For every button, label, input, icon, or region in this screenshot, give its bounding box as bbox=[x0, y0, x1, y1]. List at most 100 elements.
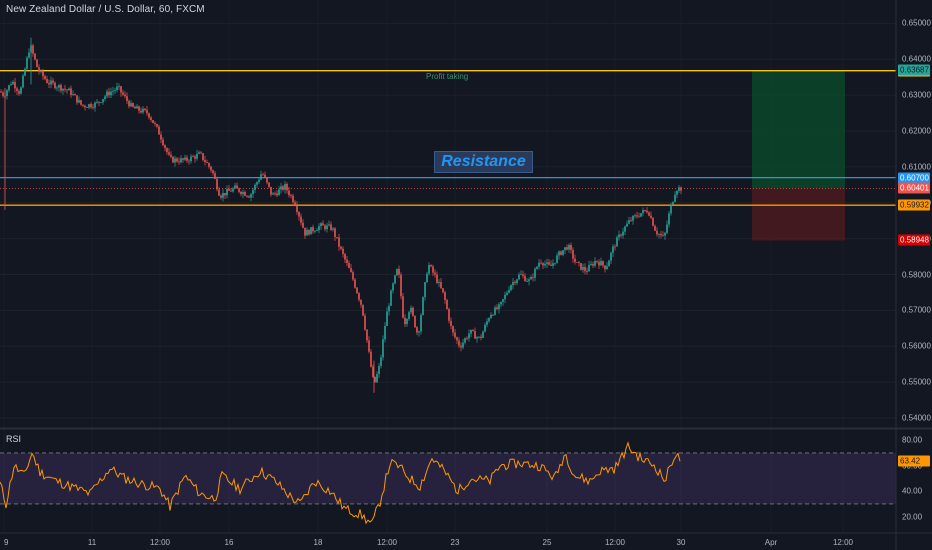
time-tick-label: 12:00 bbox=[149, 538, 171, 547]
candle-body bbox=[186, 157, 188, 161]
candle-body bbox=[366, 329, 368, 341]
candle-body bbox=[582, 267, 584, 270]
candle-body bbox=[32, 45, 34, 54]
candle-body bbox=[334, 228, 336, 238]
candle-body bbox=[264, 174, 266, 178]
candle-body bbox=[220, 195, 222, 198]
candle-body bbox=[62, 88, 64, 91]
candle-body bbox=[402, 296, 404, 318]
candle-body bbox=[368, 340, 370, 352]
candle-body bbox=[74, 94, 76, 96]
candle-body bbox=[404, 317, 406, 325]
candle-body bbox=[222, 193, 224, 198]
price-badge: 0.59932 bbox=[898, 199, 930, 211]
candle-body bbox=[416, 327, 418, 333]
candle-body bbox=[506, 292, 508, 295]
candle-body bbox=[596, 260, 598, 262]
candle-body bbox=[442, 288, 444, 293]
price-tick-label: 0.58000 bbox=[902, 270, 931, 279]
candle-body bbox=[332, 228, 334, 230]
candle-body bbox=[16, 88, 18, 92]
candle-body bbox=[594, 260, 596, 266]
candle-body bbox=[542, 263, 544, 266]
candle-body bbox=[204, 159, 206, 163]
candle-body bbox=[284, 183, 286, 190]
candle-body bbox=[550, 264, 552, 266]
candle-body bbox=[40, 70, 42, 72]
candle-body bbox=[174, 158, 176, 163]
rsi-tick-label: 40.00 bbox=[902, 486, 923, 496]
candle-body bbox=[244, 191, 246, 196]
time-tick-label: 12:00 bbox=[376, 538, 398, 547]
candle-body bbox=[286, 183, 288, 191]
candle-body bbox=[354, 279, 356, 288]
profit-zone bbox=[752, 70, 845, 189]
candle-body bbox=[670, 204, 672, 214]
price-tick-label: 0.57000 bbox=[902, 305, 931, 315]
time-tick-label: 11 bbox=[87, 538, 97, 547]
candle-body bbox=[248, 196, 250, 198]
candle-body bbox=[196, 153, 198, 159]
candle-body bbox=[466, 338, 468, 340]
candle-body bbox=[144, 108, 146, 110]
candle-body bbox=[180, 158, 182, 163]
candle-body bbox=[250, 194, 252, 198]
candle-body bbox=[392, 283, 394, 291]
candle-body bbox=[138, 106, 140, 111]
candle-body bbox=[112, 90, 114, 92]
candle-body bbox=[228, 189, 230, 191]
candle-body bbox=[574, 258, 576, 262]
candle-body bbox=[106, 91, 108, 97]
candle-body bbox=[422, 297, 424, 315]
candle-body bbox=[100, 102, 102, 104]
candle-body bbox=[168, 152, 170, 155]
candle-body bbox=[376, 374, 378, 383]
candle-body bbox=[482, 331, 484, 338]
candle-body bbox=[536, 266, 538, 269]
candle-body bbox=[608, 260, 610, 267]
candle-body bbox=[188, 160, 190, 162]
resistance-annotation[interactable]: Resistance bbox=[434, 151, 533, 173]
candle-body bbox=[140, 110, 142, 113]
candle-body bbox=[94, 102, 96, 108]
candle-body bbox=[350, 268, 352, 273]
candle-body bbox=[150, 117, 152, 121]
candle-body bbox=[104, 96, 106, 100]
time-tick-label: 23 bbox=[450, 538, 460, 547]
candle-body bbox=[578, 262, 580, 264]
candle-body bbox=[364, 315, 366, 330]
candle-body bbox=[304, 227, 306, 236]
candle-body bbox=[548, 262, 550, 265]
candle-body bbox=[628, 220, 630, 224]
candle-body bbox=[598, 261, 600, 266]
candle-body bbox=[552, 263, 554, 266]
price-tick-label: 0.62000 bbox=[902, 126, 931, 136]
candle-body bbox=[330, 224, 332, 230]
candle-body bbox=[614, 246, 616, 248]
candle-body bbox=[182, 158, 184, 160]
candle-body bbox=[514, 281, 516, 284]
candle-body bbox=[426, 273, 428, 283]
candle-body bbox=[510, 285, 512, 290]
candle-body bbox=[306, 229, 308, 236]
candle-body bbox=[612, 246, 614, 253]
candle-body bbox=[298, 212, 300, 217]
candle-body bbox=[460, 345, 462, 348]
candle-body bbox=[226, 189, 228, 196]
candle-body bbox=[136, 106, 138, 109]
candle-body bbox=[538, 262, 540, 267]
candle-body bbox=[184, 157, 186, 160]
candle-body bbox=[118, 86, 120, 87]
candle-body bbox=[50, 80, 52, 85]
candle-body bbox=[472, 329, 474, 331]
candle-body bbox=[360, 299, 362, 305]
candle-body bbox=[512, 281, 514, 286]
candle-body bbox=[432, 266, 434, 273]
candle-body bbox=[636, 215, 638, 217]
candle-body bbox=[130, 103, 132, 107]
candle-body bbox=[588, 264, 590, 272]
candle-body bbox=[42, 70, 44, 77]
rsi-indicator-title[interactable]: RSI bbox=[6, 434, 22, 444]
